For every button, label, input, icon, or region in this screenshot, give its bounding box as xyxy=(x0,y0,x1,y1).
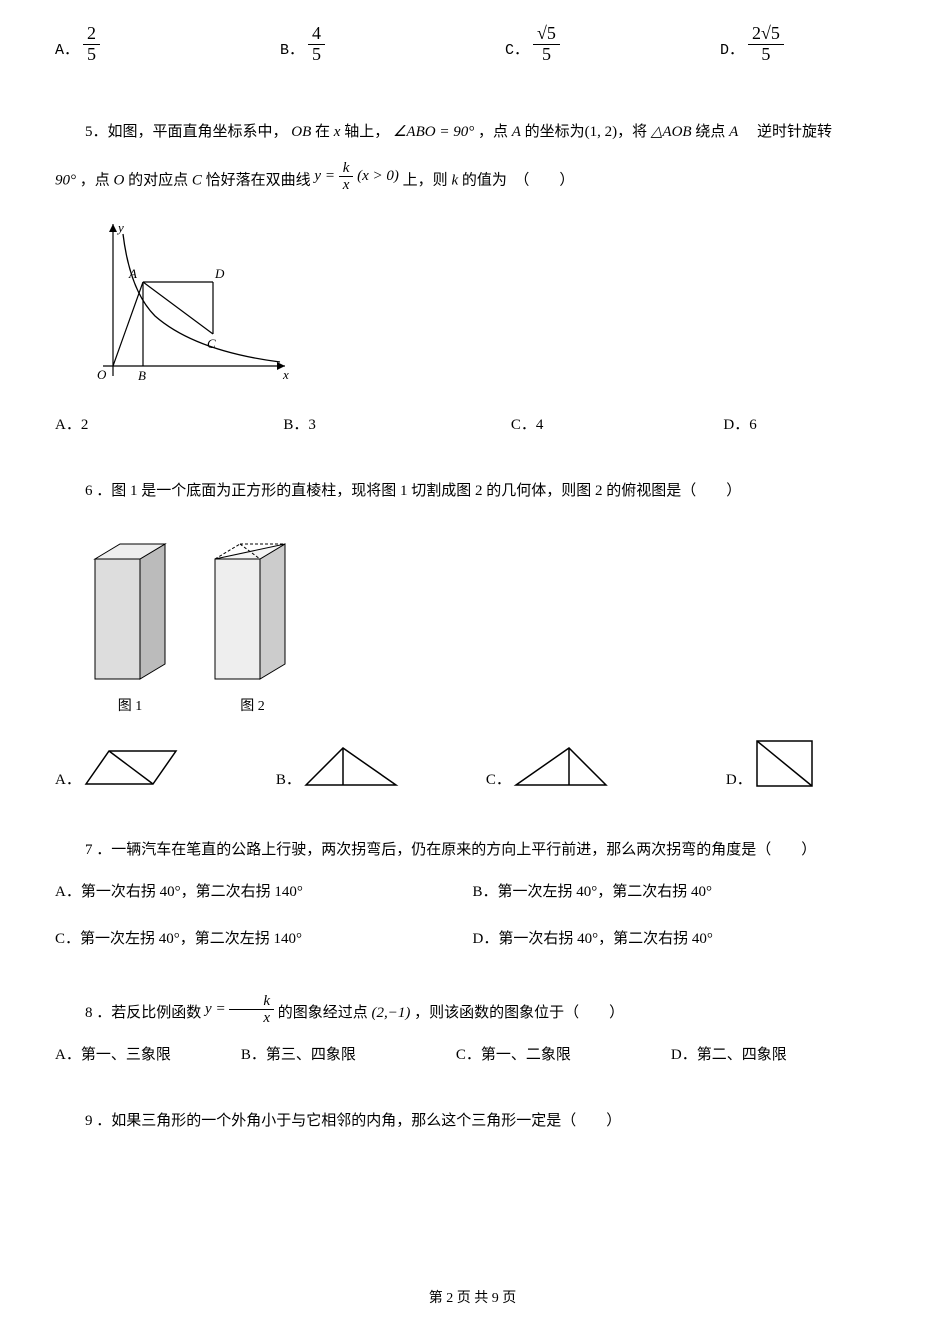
q5-opt-a: A．2 xyxy=(55,415,88,436)
q5-opt-b: B．3 xyxy=(283,415,316,436)
q8-opt-d: D．第二、四象限 xyxy=(671,1045,787,1066)
q7-opt-d: D．第一次右拐 40°，第二次右拐 40° xyxy=(473,929,891,950)
top-view-a-icon xyxy=(81,746,181,791)
svg-text:O: O xyxy=(97,367,107,382)
q8-text: 8 ．若反比例函数 y = kx 的图象经过点 (2,−1) ，则该函数的图象位… xyxy=(55,994,890,1033)
q6-prisms: 图 1 图 2 xyxy=(85,529,890,717)
q4-opt-b: B． 45 xyxy=(280,30,325,71)
q7-row1: A．第一次右拐 40°，第二次右拐 140° B．第一次左拐 40°，第二次右拐… xyxy=(55,882,890,903)
q6-text: 6 ．图 1 是一个底面为正方形的直棱柱，现将图 1 切割成图 2 的几何体，则… xyxy=(55,472,890,511)
q8-opt-a: A．第一、三象限 xyxy=(55,1045,171,1066)
q5-line2: 90° ，点 O 的对应点 C 恰好落在双曲线 y = kx (x > 0) 上… xyxy=(55,164,890,198)
prism-icon xyxy=(85,529,175,684)
opt-label: A． xyxy=(55,40,79,61)
q7-opt-b: B．第一次左拐 40°，第二次右拐 40° xyxy=(473,882,891,903)
q8-opt-c: C．第一、二象限 xyxy=(456,1045,571,1066)
q4-opt-d: D． 2√55 xyxy=(720,30,784,71)
svg-text:C: C xyxy=(207,336,216,351)
q7-text: 7 ．一辆汽车在笔直的公路上行驶，两次拐弯后，仍在原来的方向上平行前进，那么两次… xyxy=(55,831,890,870)
q6-options: A． B． C． D． xyxy=(55,736,890,791)
q5-graph: y x O A B C D xyxy=(85,216,890,393)
page-footer: 第 2 页 共 9 页 xyxy=(0,1289,945,1309)
q4-opt-c: C． √55 xyxy=(505,30,560,71)
svg-text:x: x xyxy=(282,367,289,382)
top-view-d-icon xyxy=(752,736,817,791)
svg-text:B: B xyxy=(138,368,146,383)
prism-2: 图 2 xyxy=(205,529,300,717)
q4-options: A． 25 B． 45 C． √55 D． 2√55 xyxy=(55,30,890,71)
prism-1: 图 1 xyxy=(85,529,175,717)
svg-text:y: y xyxy=(116,220,124,235)
q8-options: A．第一、三象限 B．第三、四象限 C．第一、二象限 D．第二、四象限 xyxy=(55,1045,890,1066)
q7-row2: C．第一次左拐 40°，第二次左拐 140° D．第一次右拐 40°，第二次右拐… xyxy=(55,929,890,950)
q7-opt-c: C．第一次左拐 40°，第二次左拐 140° xyxy=(55,929,473,950)
q9-text: 9 ．如果三角形的一个外角小于与它相邻的内角，那么这个三角形一定是（ ） xyxy=(55,1102,890,1141)
q6-opt-c: C． xyxy=(486,743,611,791)
svg-text:D: D xyxy=(214,266,225,281)
svg-text:A: A xyxy=(128,266,137,281)
top-view-b-icon xyxy=(301,743,401,791)
q6-opt-b: B． xyxy=(276,743,401,791)
q7-opt-a: A．第一次右拐 40°，第二次右拐 140° xyxy=(55,882,473,903)
q6-opt-a: A． xyxy=(55,746,181,791)
top-view-c-icon xyxy=(511,743,611,791)
q4-opt-a: A． 25 xyxy=(55,30,100,71)
q5-line1: 5．如图，平面直角坐标系中， OB 在 x 轴上， ∠ABO = 90° ，点 … xyxy=(55,113,890,152)
q6-opt-d: D． xyxy=(726,736,817,791)
q8-opt-b: B．第三、四象限 xyxy=(241,1045,356,1066)
q5-options: A．2 B．3 C．4 D．6 xyxy=(55,415,890,436)
cut-prism-icon xyxy=(205,529,300,684)
q5-opt-c: C．4 xyxy=(511,415,544,436)
fraction: 25 xyxy=(83,24,100,65)
coordinate-graph-icon: y x O A B C D xyxy=(85,216,295,386)
q5-opt-d: D．6 xyxy=(723,415,756,436)
